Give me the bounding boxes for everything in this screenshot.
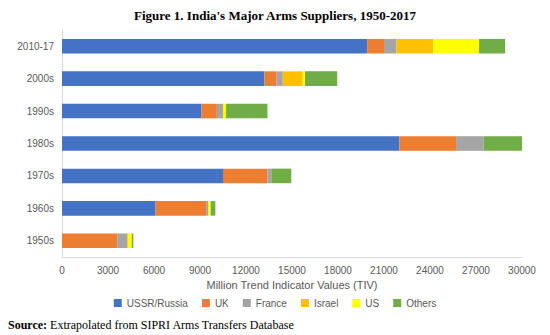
- svg-text:21000: 21000: [370, 265, 398, 276]
- svg-text:1970s: 1970s: [27, 170, 54, 181]
- svg-text:15000: 15000: [278, 265, 306, 276]
- svg-text:Source:: Source:: [8, 318, 47, 332]
- svg-text:18000: 18000: [324, 265, 352, 276]
- svg-text:1990s: 1990s: [27, 106, 54, 117]
- svg-text:27000: 27000: [462, 265, 490, 276]
- svg-text:30000: 30000: [508, 265, 536, 276]
- svg-text:UK: UK: [215, 298, 229, 309]
- svg-text:1960s: 1960s: [27, 203, 54, 214]
- svg-text:1950s: 1950s: [27, 235, 54, 246]
- svg-text:US: US: [365, 298, 379, 309]
- svg-text:0: 0: [59, 265, 65, 276]
- svg-text:6000: 6000: [143, 265, 166, 276]
- svg-text:Million Trend Indicator Values: Million Trend Indicator Values (TIV): [207, 279, 378, 291]
- svg-text:9000: 9000: [189, 265, 212, 276]
- svg-text:Figure 1. India's Major Arms S: Figure 1. India's Major Arms Suppliers, …: [134, 8, 416, 23]
- svg-text:Others: Others: [406, 298, 436, 309]
- svg-text:24000: 24000: [416, 265, 444, 276]
- svg-text:12000: 12000: [232, 265, 260, 276]
- svg-text:USSR/Russia: USSR/Russia: [127, 298, 189, 309]
- svg-text:1980s: 1980s: [27, 138, 54, 149]
- svg-text:France: France: [256, 298, 288, 309]
- svg-text:3000: 3000: [97, 265, 120, 276]
- svg-text:Extrapolated from SIPRI Arms T: Extrapolated from SIPRI Arms Transfers D…: [47, 318, 294, 332]
- svg-text:Israel: Israel: [314, 298, 338, 309]
- svg-text:2000s: 2000s: [27, 73, 54, 84]
- svg-text:2010-17: 2010-17: [17, 41, 54, 52]
